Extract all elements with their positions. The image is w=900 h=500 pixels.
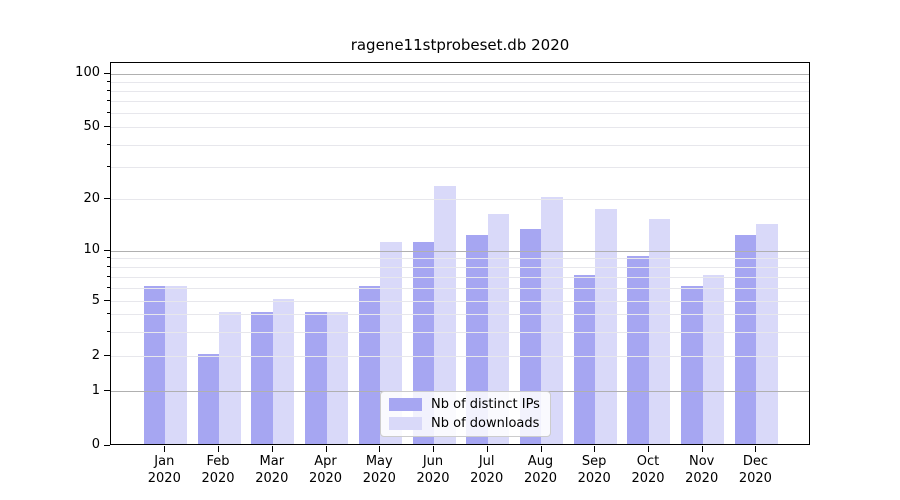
y-minor-tick-80: [106, 89, 110, 91]
y-minor-tick-30: [106, 166, 110, 168]
y-tick-100: [104, 72, 110, 74]
bar-downloads-sep: [595, 209, 617, 444]
y-tick-label-1: 1: [91, 382, 100, 398]
y-tick-10: [104, 249, 110, 251]
y-minor-tick-60: [106, 111, 110, 113]
gridline-minor-9: [111, 258, 809, 260]
bar-downloads-jan: [165, 285, 187, 444]
y-minor-tick-7: [106, 275, 110, 277]
bar-distinct-ips-apr: [305, 312, 327, 444]
bar-distinct-ips-dec: [734, 235, 757, 444]
legend-item-distinct-ips: Nb of distinct IPs: [389, 397, 540, 412]
y-tick-label-10: 10: [83, 242, 100, 257]
bar-downloads-dec: [756, 223, 778, 444]
x-tick-label-jan: Jan 2020: [147, 454, 181, 486]
bar-distinct-ips-aug: [519, 229, 542, 444]
gridline-minor-70: [111, 101, 809, 102]
y-minor-tick-8: [106, 265, 110, 267]
bar-distinct-ips-may: [358, 285, 381, 444]
y-tick-label-50: 50: [83, 118, 100, 134]
chart-title: ragene11stprobeset.db 2020: [350, 36, 570, 54]
y-minor-tick-90: [106, 80, 110, 82]
bar-distinct-ips-mar: [251, 312, 273, 444]
gridline-minor-20: [111, 199, 809, 201]
gridline-major-100: [111, 73, 809, 75]
x-tick-label-feb: Feb 2020: [201, 454, 235, 486]
legend: Nb of distinct IPs Nb of downloads: [380, 391, 551, 437]
x-tick-label-apr: Apr 2020: [308, 454, 343, 486]
bar-distinct-ips-nov: [681, 285, 703, 444]
x-tick-aug: [540, 446, 542, 452]
gridline-minor-60: [111, 112, 809, 114]
x-tick-feb: [218, 446, 219, 452]
y-tick-2: [104, 355, 110, 356]
y-tick-5: [104, 300, 110, 301]
x-tick-mar: [271, 446, 273, 452]
x-tick-label-jun: Jun 2020: [416, 454, 450, 486]
gridline-minor-30: [111, 167, 809, 169]
x-tick-dec: [755, 446, 757, 452]
legend-label-downloads: Nb of downloads: [431, 416, 540, 431]
y-minor-tick-40: [106, 143, 110, 145]
x-tick-oct: [648, 446, 649, 452]
legend-swatch-downloads: [389, 417, 422, 430]
legend-swatch-distinct-ips: [389, 398, 422, 411]
bar-distinct-ips-sep: [573, 274, 596, 444]
x-tick-label-nov: Nov 2020: [685, 454, 719, 486]
gridline-minor-50: [111, 127, 809, 128]
x-tick-label-sep: Sep 2020: [577, 454, 611, 486]
gridline-major-10: [111, 250, 809, 252]
y-tick-label-2: 2: [91, 347, 100, 363]
bar-downloads-apr: [326, 312, 349, 444]
gridline-minor-90: [111, 81, 809, 83]
bar-downloads-mar: [272, 299, 295, 444]
x-tick-label-oct: Oct 2020: [631, 454, 665, 486]
y-minor-tick-70: [106, 100, 110, 101]
x-tick-label-may: May 2020: [362, 454, 396, 486]
y-minor-tick-9: [106, 257, 110, 259]
x-tick-may: [379, 446, 381, 452]
bar-downloads-jul: [487, 213, 510, 444]
bar-distinct-ips-oct: [627, 256, 649, 444]
y-tick-label-0: 0: [91, 437, 100, 452]
y-tick-label-5: 5: [91, 292, 100, 308]
x-tick-jun: [433, 446, 434, 452]
legend-item-downloads: Nb of downloads: [389, 416, 540, 431]
y-tick-20: [104, 198, 110, 200]
x-tick-label-dec: Dec 2020: [738, 454, 772, 486]
bar-distinct-ips-feb: [197, 354, 220, 444]
x-tick-sep: [594, 446, 596, 452]
y-tick-50: [104, 126, 110, 127]
x-tick-label-aug: Aug 2020: [523, 454, 558, 486]
y-tick-1: [104, 390, 110, 391]
x-tick-jul: [486, 446, 488, 452]
x-tick-label-jul: Jul 2020: [470, 454, 504, 486]
x-tick-jan: [164, 446, 166, 452]
bar-downloads-feb: [219, 312, 241, 444]
y-tick-label-100: 100: [75, 65, 100, 80]
bar-distinct-ips-jan: [143, 285, 166, 444]
x-tick-apr: [325, 446, 327, 452]
y-minor-tick-4: [106, 313, 110, 315]
plot-area: [110, 62, 810, 445]
gridline-minor-80: [111, 90, 809, 92]
x-tick-nov: [701, 446, 703, 452]
gridline-minor-8: [111, 266, 809, 268]
bar-downloads-nov: [702, 274, 725, 444]
gridline-minor-40: [111, 144, 809, 146]
legend-label-distinct-ips: Nb of distinct IPs: [431, 397, 540, 412]
y-minor-tick-3: [106, 330, 110, 332]
y-tick-label-20: 20: [83, 190, 100, 206]
bar-downloads-oct: [648, 218, 671, 444]
y-tick-0: [104, 444, 110, 446]
y-minor-tick-6: [106, 286, 110, 288]
x-tick-label-mar: Mar 2020: [255, 454, 289, 486]
